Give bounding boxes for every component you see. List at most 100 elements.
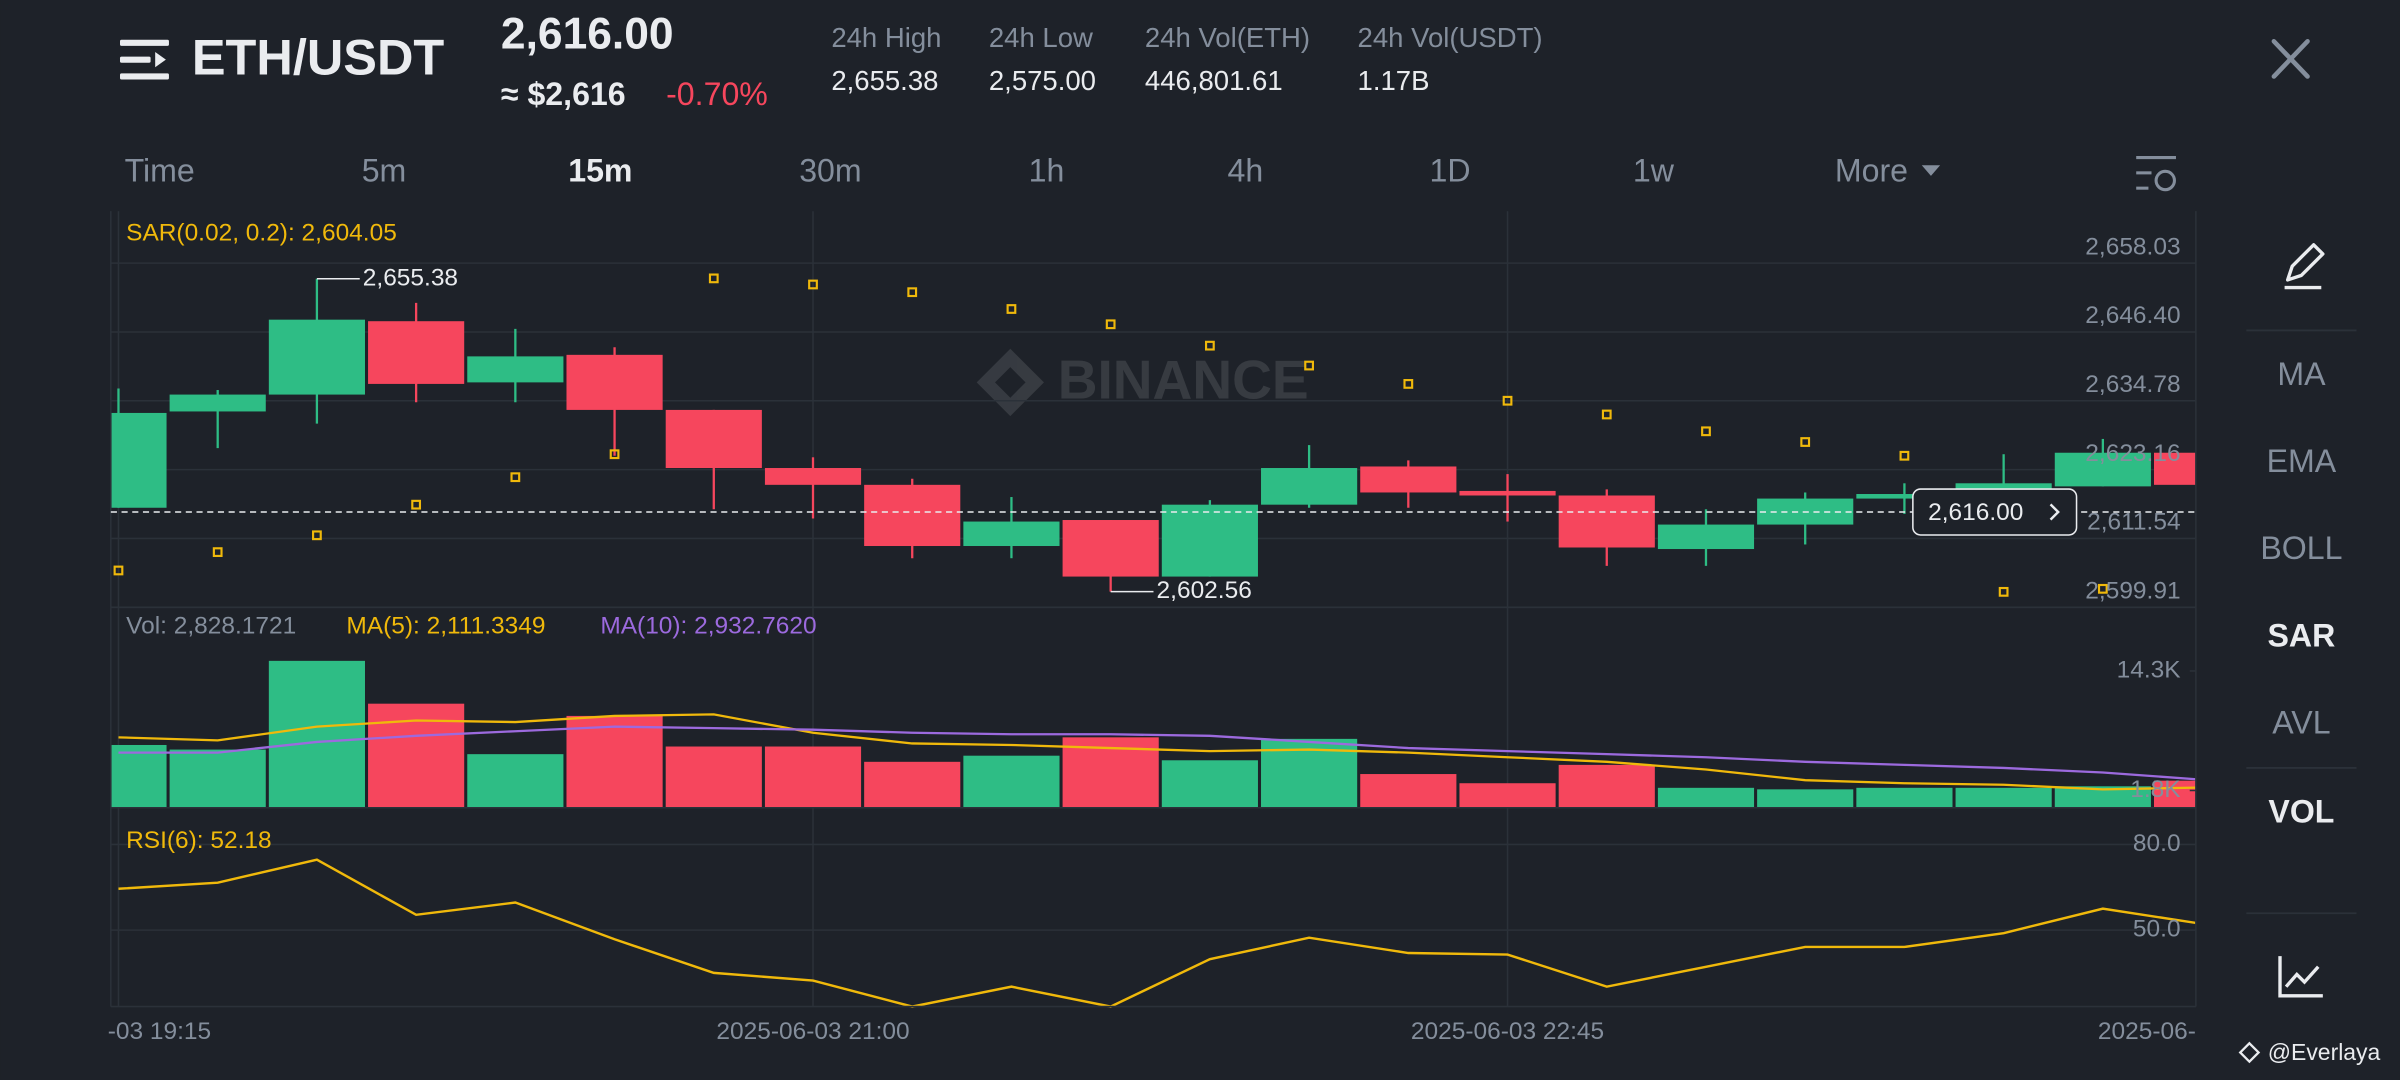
interval-tab[interactable]: 4h: [1228, 152, 1264, 188]
sar-dot: [1105, 319, 1116, 330]
footer-icon: [2238, 1041, 2261, 1064]
volume-bar: [1657, 787, 1755, 808]
x-tick-label: -03 19:15: [108, 1018, 211, 1045]
candle-body: [110, 412, 167, 508]
sar-dot: [1403, 379, 1414, 389]
last-price-tag[interactable]: [1912, 488, 2078, 536]
sar-dot: [808, 279, 818, 290]
y-tick-label: 2,658.03: [2085, 233, 2180, 260]
interval-tab[interactable]: 5m: [362, 152, 407, 188]
stat-label: 24h High: [831, 22, 941, 53]
ma-line: [118, 725, 2196, 781]
sar-dot: [113, 565, 124, 576]
candle-body: [1459, 490, 1556, 496]
stat-label: 24h Vol(ETH): [1145, 22, 1310, 53]
y-tick-label: 2,599.91: [2085, 577, 2180, 604]
approx-price: ≈ $2,616: [501, 76, 626, 112]
volume-bar: [1459, 783, 1556, 808]
chart-settings-icon[interactable]: [2136, 156, 2176, 192]
volume-bar: [1856, 787, 1953, 808]
volume-bar: [268, 660, 365, 808]
indicator-toggle[interactable]: BOLL: [2260, 530, 2342, 566]
candle-body: [1062, 520, 1159, 577]
price-change: -0.70%: [666, 76, 768, 112]
stat-label: 24h Low: [989, 22, 1093, 53]
legend-entry: MA(5): 2,111.3349: [346, 613, 545, 640]
candle-body: [764, 468, 862, 485]
volume-bar: [2054, 786, 2151, 808]
stat-value: 1.17B: [1358, 65, 1430, 96]
dropdown-arrow: [1921, 165, 1941, 176]
stat-value: 2,655.38: [831, 65, 938, 96]
sar-dot: [1204, 340, 1215, 351]
rsi-line: [118, 858, 2196, 1008]
y-tick-label: 50.0: [2133, 916, 2181, 943]
draw-icon[interactable]: [2284, 243, 2325, 290]
y-tick-label: 2,623.16: [2085, 440, 2180, 467]
stat-value: 446,801.61: [1145, 65, 1283, 96]
candle-body: [2054, 452, 2151, 487]
sar-dot: [609, 449, 620, 460]
candle-body: [467, 356, 564, 383]
close-icon[interactable]: [2271, 39, 2310, 79]
indicator-toggle[interactable]: AVL: [2272, 705, 2330, 741]
candle-body: [268, 319, 365, 395]
volume-bar: [566, 715, 663, 808]
interval-tab[interactable]: 1D: [1429, 152, 1470, 188]
indicator-toggle[interactable]: SAR: [2268, 617, 2336, 653]
plot-area: [110, 211, 2196, 1008]
x-tick-label: 2025-06-03 22:45: [1411, 1018, 1604, 1045]
sar-dot: [2097, 583, 2108, 594]
volume-bar: [1757, 789, 1854, 808]
ma-line: [118, 713, 2196, 791]
indicator-toggle[interactable]: MA: [2277, 356, 2326, 392]
volume-bar: [764, 746, 862, 808]
volume-bar: [963, 755, 1060, 808]
sar-dot: [411, 499, 422, 510]
sar-dot: [510, 472, 521, 483]
indicator-icon[interactable]: [2278, 956, 2323, 998]
indicator-toggle[interactable]: EMA: [2267, 443, 2337, 479]
interval-tab[interactable]: 30m: [799, 152, 861, 188]
volume-bar: [1558, 764, 1655, 808]
stat-label: 24h Vol(USDT): [1358, 22, 1543, 53]
sar-dot: [1701, 426, 1711, 437]
interval-tab[interactable]: 1w: [1633, 152, 1675, 188]
last-price: 2,616.00: [501, 9, 674, 58]
sar-dot: [907, 287, 918, 298]
candle-body: [1657, 524, 1755, 550]
candle-body: [1261, 468, 1358, 505]
x-tick-label: 2025-06-: [2098, 1018, 2196, 1045]
volume-bar: [368, 703, 465, 808]
candle-body: [1161, 504, 1258, 577]
candle-body: [2153, 452, 2196, 485]
interval-tab[interactable]: Time: [125, 152, 195, 188]
menu-icon[interactable]: [120, 39, 169, 80]
interval-tab[interactable]: More: [1835, 152, 1908, 188]
candle-body: [1558, 495, 1655, 548]
volume-bar: [110, 744, 167, 808]
x-tick-label: 2025-06-03 21:00: [716, 1018, 909, 1045]
interval-tab[interactable]: 1h: [1029, 152, 1065, 188]
candle-body: [864, 484, 961, 547]
volume-bar: [1161, 760, 1258, 808]
candle-body: [1856, 494, 1953, 499]
interval-tab[interactable]: 15m: [568, 152, 632, 188]
sar-dot: [1800, 437, 1811, 447]
sar-legend: SAR(0.02, 0.2): 2,604.05: [126, 220, 397, 247]
pair[interactable]: ETH/USDT: [192, 29, 445, 86]
sar-dot: [312, 530, 322, 541]
indicator-toggle[interactable]: VOL: [2268, 793, 2334, 829]
high-label: 2,655.38: [363, 264, 458, 291]
candle-body: [665, 409, 762, 469]
sar-dot: [1304, 360, 1314, 371]
volume-bar: [169, 749, 266, 808]
volume-bar: [2153, 780, 2196, 808]
footer: @Everlaya: [2268, 1039, 2381, 1065]
volume-bar: [864, 761, 961, 808]
sar-dot: [1899, 450, 1910, 461]
y-tick-label: 14.3K: [2117, 656, 2182, 683]
sar-dot: [708, 273, 719, 284]
